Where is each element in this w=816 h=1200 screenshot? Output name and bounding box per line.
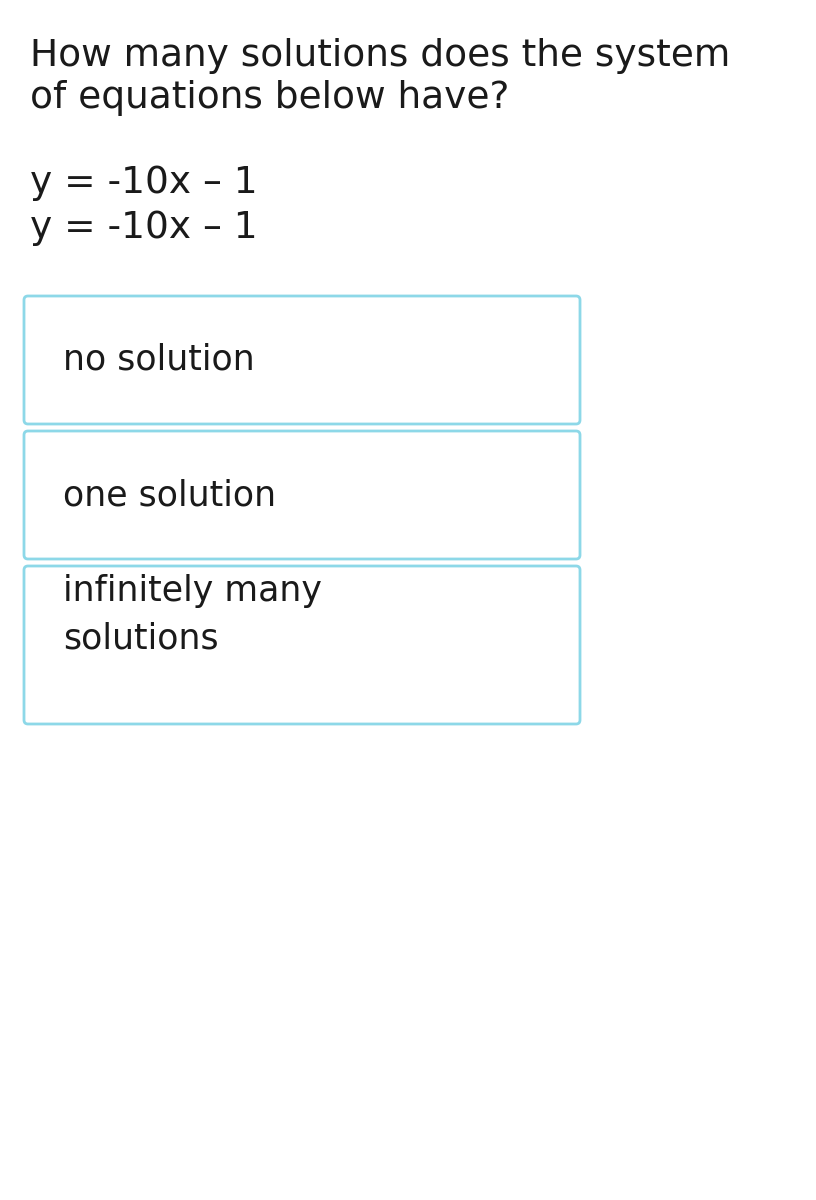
Text: of equations below have?: of equations below have? [30,80,509,116]
FancyBboxPatch shape [24,566,580,724]
Text: no solution: no solution [63,343,255,377]
Text: infinitely many
solutions: infinitely many solutions [63,575,322,655]
FancyBboxPatch shape [24,296,580,424]
Text: one solution: one solution [63,478,276,512]
Text: y = -10x – 1: y = -10x – 1 [30,210,258,246]
Text: y = -10x – 1: y = -10x – 1 [30,164,258,200]
Text: How many solutions does the system: How many solutions does the system [30,38,730,74]
FancyBboxPatch shape [24,431,580,559]
